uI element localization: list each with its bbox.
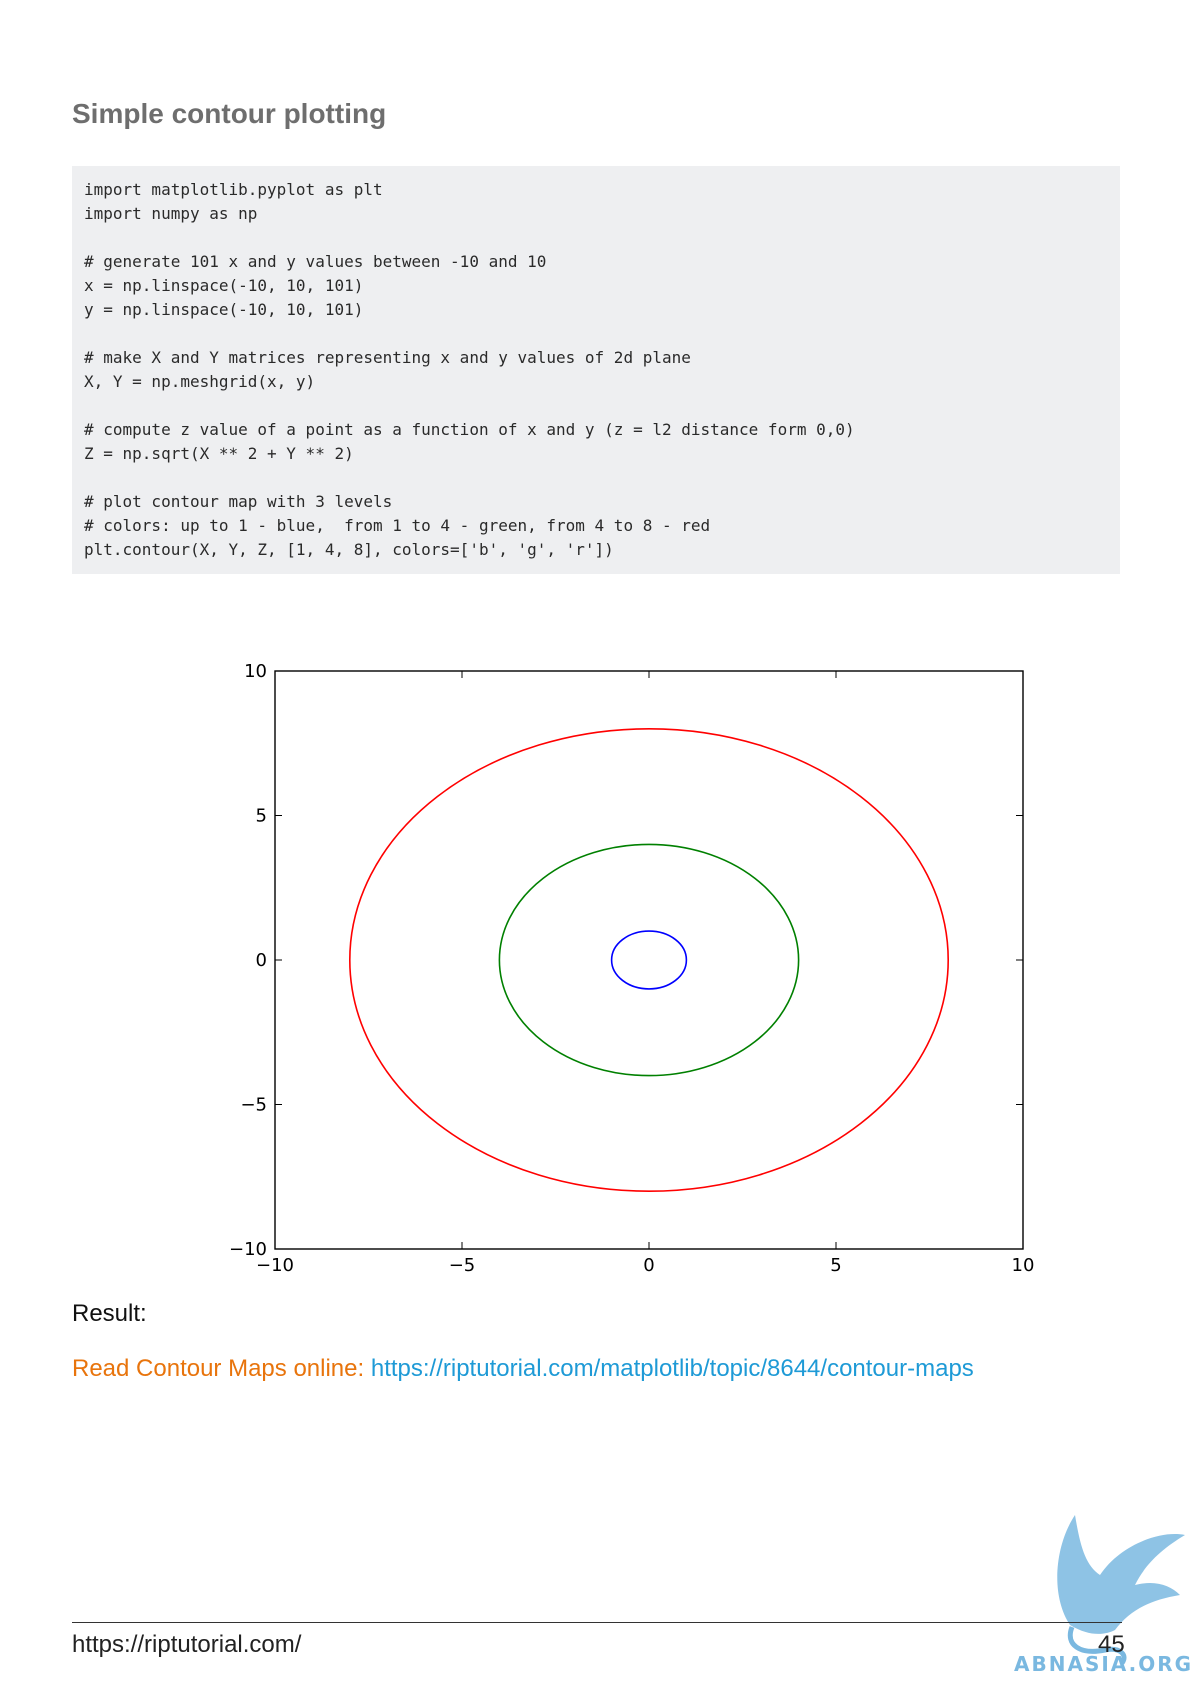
y-tick-label: −5 bbox=[240, 1095, 267, 1116]
y-tick-label: 5 bbox=[256, 806, 267, 827]
bird-icon bbox=[1057, 1515, 1185, 1634]
x-tick-label: 0 bbox=[643, 1255, 654, 1276]
contour-level-8 bbox=[348, 728, 950, 1192]
x-tick-label: 5 bbox=[830, 1255, 841, 1276]
contour-level-4 bbox=[498, 843, 800, 1077]
contour-level-1 bbox=[610, 930, 688, 990]
page-title: Simple contour plotting bbox=[72, 98, 387, 129]
x-tick-label: −5 bbox=[449, 1255, 476, 1276]
y-tick-label: 0 bbox=[256, 950, 267, 971]
read-online-label: Read Contour Maps online: bbox=[72, 1355, 371, 1382]
result-label: Result: bbox=[72, 1300, 147, 1327]
code-text: import matplotlib.pyplot as plt import n… bbox=[84, 180, 855, 559]
footer-url[interactable]: https://riptutorial.com/ bbox=[72, 1631, 302, 1658]
contour-plot-svg: −10 −5 0 5 10 −10 −5 0 5 10 bbox=[229, 661, 1035, 1276]
x-tick-label: −10 bbox=[256, 1255, 294, 1276]
watermark-logo: ABNASIA.ORG bbox=[1010, 1505, 1190, 1680]
x-tick-label: 10 bbox=[1012, 1255, 1035, 1276]
plot-frame bbox=[274, 670, 1024, 1250]
y-tick-label: 10 bbox=[244, 661, 267, 682]
read-online: Read Contour Maps online: https://riptut… bbox=[72, 1355, 974, 1383]
code-block: import matplotlib.pyplot as plt import n… bbox=[72, 166, 1120, 574]
footer-divider bbox=[72, 1622, 1122, 1623]
read-online-link[interactable]: https://riptutorial.com/matplotlib/topic… bbox=[370, 1355, 974, 1382]
contour-plot: −10 −5 0 5 10 −10 −5 0 5 10 bbox=[220, 655, 1050, 1304]
y-tick-label: −10 bbox=[229, 1239, 267, 1260]
page-number: 45 bbox=[1098, 1631, 1125, 1658]
watermark-text: ABNASIA.ORG bbox=[1014, 1652, 1190, 1675]
